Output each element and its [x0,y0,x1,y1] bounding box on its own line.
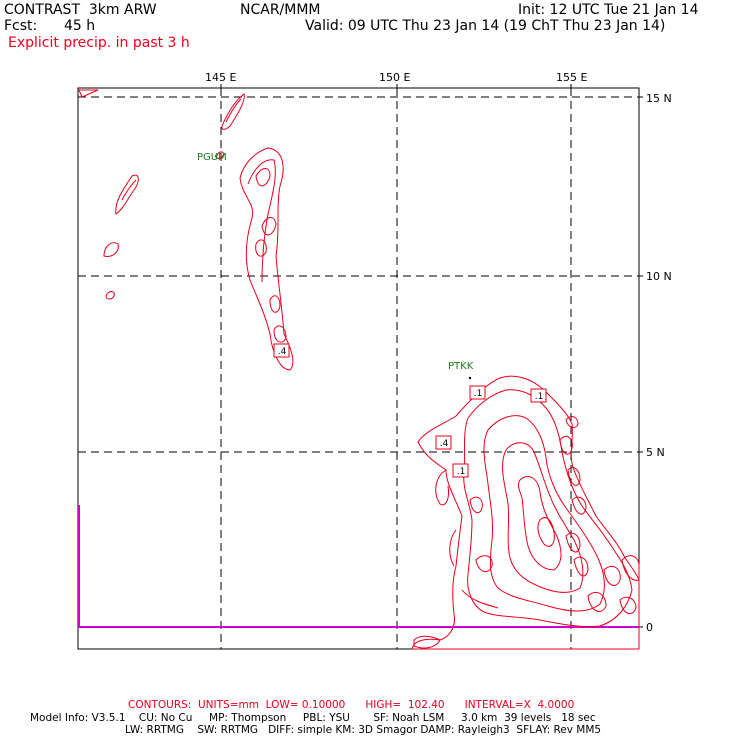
lat-label-10n: 10 N [646,270,672,283]
map-frame [77,87,640,650]
contour-label: .1 [457,467,466,477]
forecast-label: Fcst: [4,18,38,34]
init-time: Init: 12 UTC Tue 21 Jan 14 [518,2,699,18]
lat-label-5n: 5 N [646,446,665,459]
contour-label-box [469,385,486,400]
domain-boundary [78,505,639,628]
contour-label: .1 [474,389,483,399]
contour-label-boxes [273,343,547,478]
precip-contours [78,89,640,650]
model-info-line-1: Model Info: V3.5.1 CU: No Cu MP: Thompso… [30,712,596,724]
contour-label-box [530,388,547,403]
forecast-hours: 45 h [64,18,96,34]
lat-label-15n: 15 N [646,92,672,105]
lat-label-0: 0 [646,621,653,634]
lon-label-145: 145 E [205,71,237,84]
contour-label-box [452,463,469,478]
station-label-ptkk: PTKK [448,361,474,372]
lat-lon-grid [78,88,639,649]
station-label-pgum: PGUM [197,152,227,163]
model-info-line-2: LW: RRTMG SW: RRTMG DIFF: simple KM: 3D … [125,724,602,736]
tick-marks [220,84,643,628]
contour-info: CONTOURS: UNITS=mm LOW= 0.10000 HIGH= 10… [128,699,575,711]
lon-label-155: 155 E [556,71,588,84]
contour-label: .1 [535,392,544,402]
field-name: Explicit precip. in past 3 h [8,35,190,51]
lon-label-150: 150 E [379,71,411,84]
station-marker-pgum [214,154,218,158]
model-title: CONTRAST 3km ARW [4,2,157,18]
contour-label-box [435,435,452,450]
contour-label: .4 [440,439,449,449]
contour-label-box [273,343,290,358]
contour-label: .4 [278,347,287,357]
station-marker-ptkk [468,376,472,380]
valid-time: Valid: 09 UTC Thu 23 Jan 14 (19 ChT Thu … [305,18,666,34]
center-name: NCAR/MMM [240,2,321,18]
